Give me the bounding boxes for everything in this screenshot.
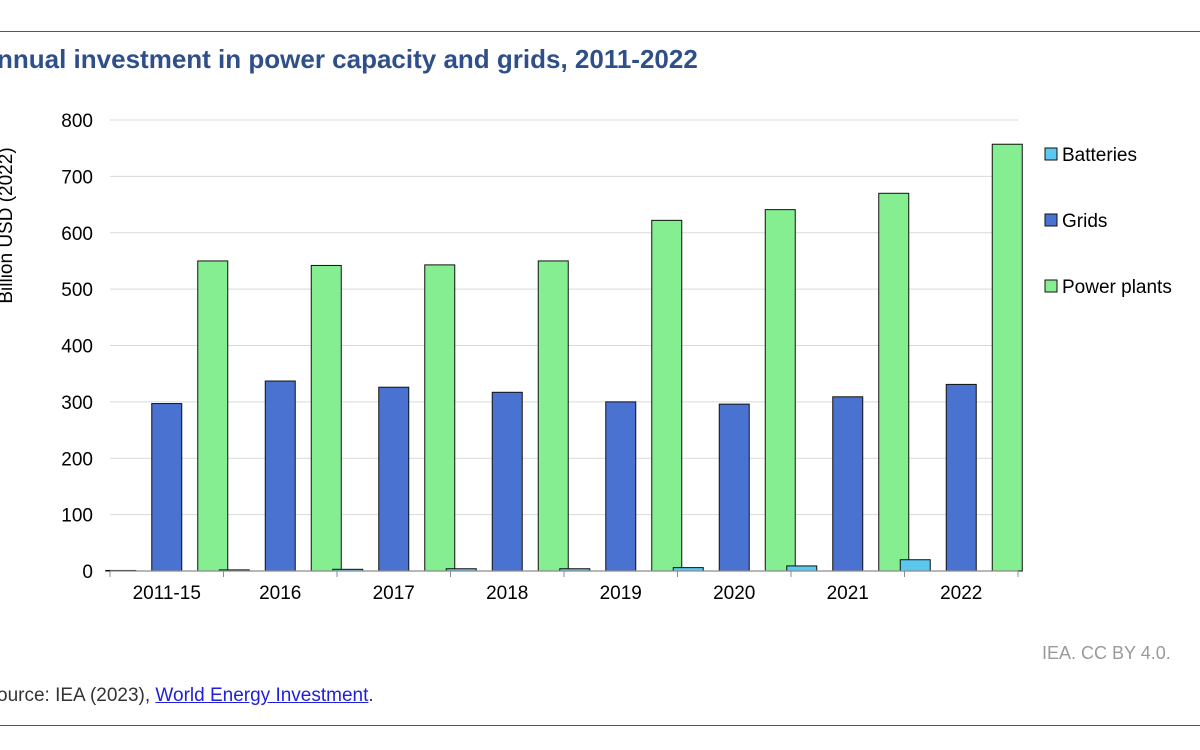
bar-power-plants <box>424 264 456 572</box>
bar-grids <box>264 380 296 572</box>
gridlines <box>110 119 1018 516</box>
bar-power-plants <box>991 143 1023 572</box>
bar-grids <box>832 396 864 572</box>
bar-grids <box>151 403 183 572</box>
license-credit: IEA. CC BY 4.0. <box>1042 643 1171 663</box>
legend-label: Power plants <box>1062 277 1172 298</box>
bar-grids <box>378 386 410 572</box>
bar-grids <box>491 391 523 572</box>
top-rule <box>0 31 1200 32</box>
legend-label: Batteries <box>1062 145 1137 166</box>
y-tick-label: 400 <box>61 337 93 358</box>
y-tick-label: 800 <box>61 111 93 132</box>
x-tick-label: 2021 <box>827 583 869 604</box>
y-axis-label: Billion USD (2022) <box>0 147 17 303</box>
y-tick-label: 100 <box>61 506 93 527</box>
legend: Batteries Grids Power plants <box>1044 145 1172 298</box>
y-tick-label: 200 <box>61 449 93 470</box>
bar-power-plants <box>310 264 342 572</box>
x-tick-label: 2017 <box>373 583 415 604</box>
y-tick-label: 500 <box>61 280 93 301</box>
source-prefix: ource: IEA (2023), <box>0 685 156 706</box>
y-tick-label: 300 <box>61 393 93 414</box>
axes: 0 100 200 300 400 500 600 700 800 Billion USD (20… <box>0 111 1019 604</box>
source-suffix: . <box>368 685 374 706</box>
bottom-rule <box>0 725 1200 726</box>
bar-power-plants <box>197 260 229 572</box>
x-tick-label: 2020 <box>713 583 755 604</box>
legend-swatch <box>1044 147 1058 161</box>
y-tick-label: 0 <box>82 562 93 583</box>
chart-title: nnual investment in power capacity and g… <box>0 44 698 74</box>
x-tick-label: 2022 <box>940 583 982 604</box>
source-note: ource: IEA (2023), World Energy Investme… <box>0 685 374 707</box>
bar-grids <box>718 403 750 572</box>
bars <box>105 143 1023 572</box>
bar-grids <box>945 383 977 572</box>
x-tick-label: 2018 <box>486 583 528 604</box>
x-tick-label: 2011-15 <box>133 583 201 604</box>
legend-label: Grids <box>1062 211 1107 232</box>
bar-power-plants <box>764 209 796 572</box>
bar-batteries <box>786 565 818 572</box>
legend-swatch <box>1044 279 1058 293</box>
bar-power-plants <box>651 219 683 572</box>
bar-power-plants <box>537 260 569 572</box>
y-tick-label: 600 <box>61 224 93 245</box>
legend-swatch <box>1044 213 1058 227</box>
bar-grids <box>605 401 637 572</box>
y-tick-label: 700 <box>61 167 93 188</box>
source-link[interactable]: World Energy Investment <box>155 685 369 706</box>
x-tick-label: 2016 <box>259 583 301 604</box>
bar-batteries <box>899 559 931 572</box>
bar-power-plants <box>878 192 910 572</box>
x-tick-label: 2019 <box>600 583 642 604</box>
